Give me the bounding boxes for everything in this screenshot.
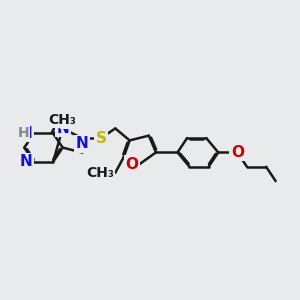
Text: N: N [75, 136, 88, 151]
Text: H: H [18, 126, 30, 140]
Text: N: N [20, 126, 33, 141]
Text: CH₃: CH₃ [86, 166, 114, 180]
Text: S: S [95, 130, 106, 146]
Text: N: N [56, 121, 69, 136]
Text: CH₃: CH₃ [49, 113, 76, 127]
Text: O: O [61, 112, 74, 128]
Text: O: O [125, 157, 138, 172]
Text: N: N [20, 154, 33, 169]
Text: O: O [231, 145, 244, 160]
